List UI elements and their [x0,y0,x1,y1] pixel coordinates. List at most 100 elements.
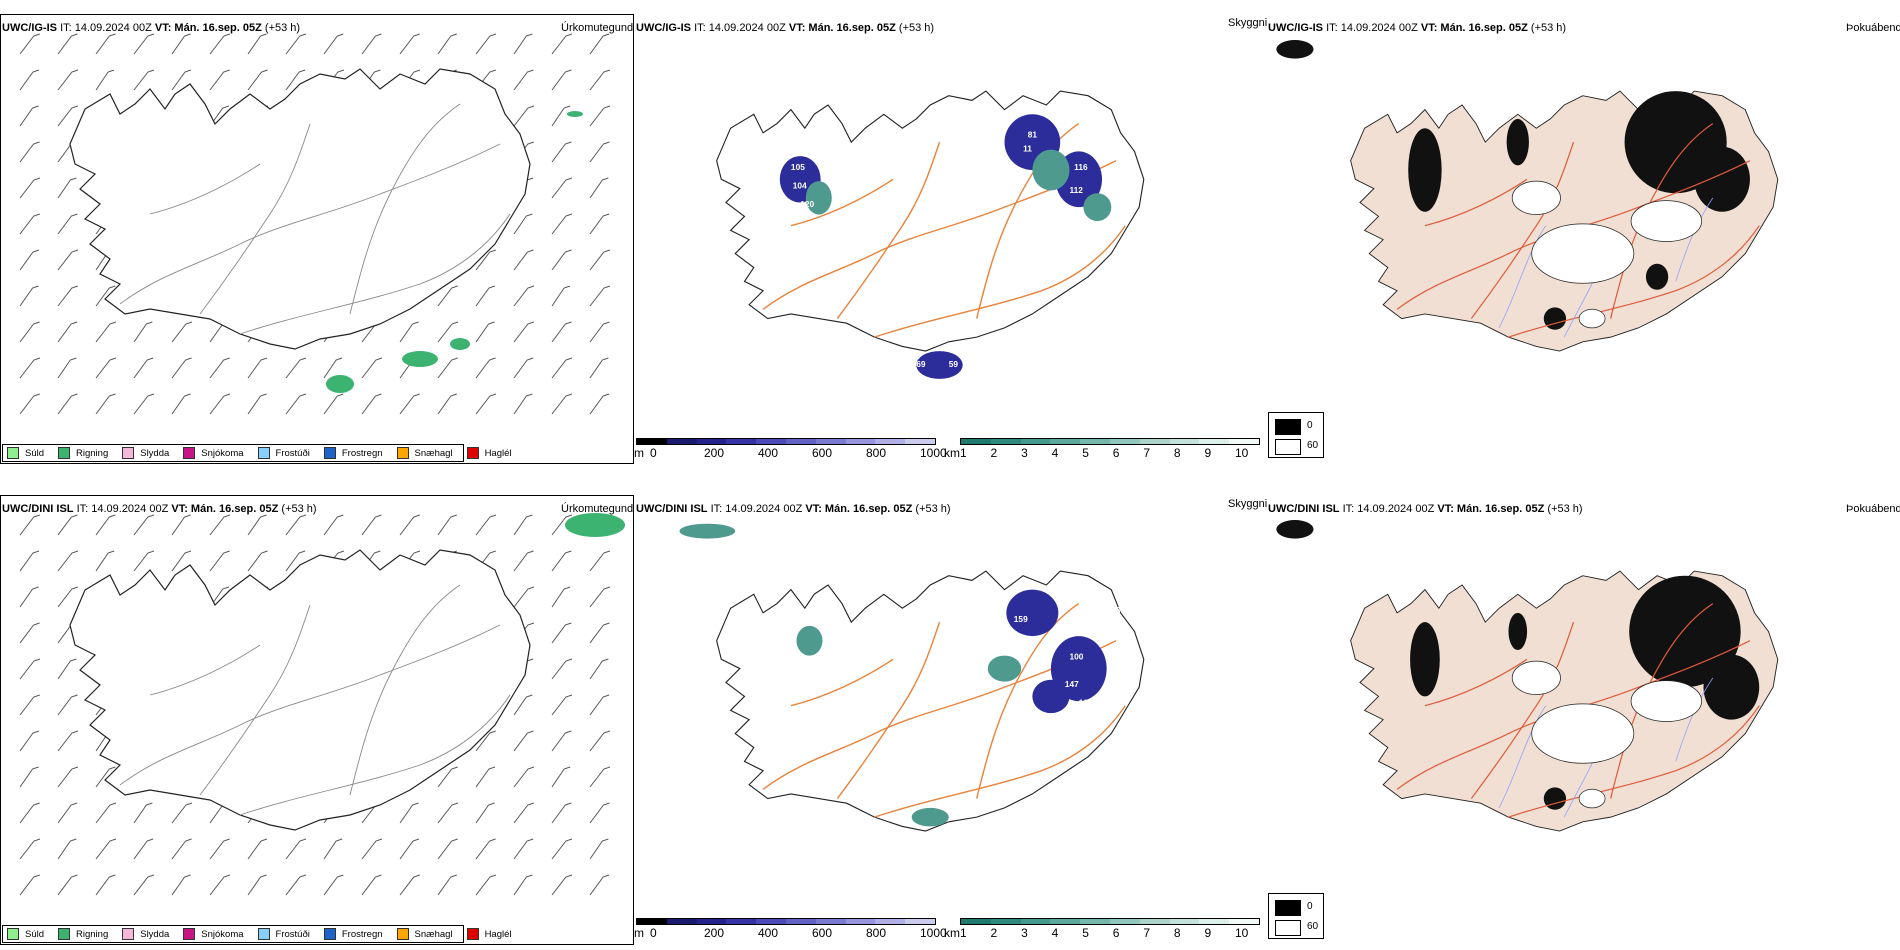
legend-swatch [257,928,270,940]
wind-barb [57,393,78,415]
glacier [1511,660,1561,695]
wind-barb [209,393,231,415]
wind-barb [209,586,229,608]
wind-barb [57,213,78,235]
wind-barb [475,33,497,55]
precip-legend-item: Rigning [58,928,108,940]
scale-unit: m [634,926,644,940]
wind-barb [209,357,230,379]
wind-barb [589,321,610,343]
wind-barb [551,730,572,752]
visibility-scale-bar-row1 [960,438,1260,445]
wind-barb [171,33,191,55]
fog-legend-swatch [1275,920,1301,936]
wind-barb [589,730,611,752]
scale-swatch [875,919,906,924]
scale-tick-label: 1 [960,446,967,460]
wind-barb [589,105,611,127]
wind-barb [551,393,573,415]
wind-barb [57,766,79,788]
wind-barb [57,874,78,896]
precip-legend-item: Snæhagl [396,928,453,940]
wind-barb [513,249,534,271]
wind-barb [19,766,39,788]
wind-barb [209,838,230,860]
wind-barb [589,177,609,199]
row2-header-panel3: UWC/DINI ISL IT: 14.09.2024 00Z VT: Mán.… [1268,503,1583,515]
wind-barb [589,622,610,644]
legend-swatch [466,447,479,459]
legend-label: Rigning [76,447,109,459]
wind-barb [247,838,268,860]
map-shade [402,351,438,367]
map-shade [1694,146,1750,212]
scale-swatch [815,439,846,444]
legend-swatch [122,928,135,940]
legend-swatch [183,928,196,940]
precip-legend-row1: Súld Rigning Slydda Snjókoma Frostúði Frostre… [2,444,512,462]
wind-barb [133,69,155,91]
scale-swatch [1080,919,1110,924]
wind-barb [475,838,496,860]
scale-swatch [1229,919,1259,924]
wind-barb [95,514,116,536]
wind-barb [247,874,267,896]
wind-barb [95,69,115,91]
legend-swatch [58,447,71,459]
wind-barb [19,393,40,415]
elevation-label: 62 [1121,190,1131,200]
wind-barb [133,514,155,536]
wind-barb [437,33,457,55]
legend-swatch [323,447,336,459]
wind-barb [551,622,572,644]
map-shade [1645,263,1669,290]
legend-label: Haglél [484,447,512,459]
scale-tick-label: 800 [866,446,887,460]
wind-barb [589,249,611,271]
precip-legend-item: Frostúði [257,447,310,459]
fog-legend-swatch [1275,900,1301,916]
wind-barb [323,838,343,860]
wind-barb [513,586,535,608]
scale-swatch [1109,919,1140,924]
wind-barb [57,730,79,752]
wind-barb [513,357,534,379]
wind-barb [285,514,307,536]
legend-label: Frostregn [341,447,383,459]
wind-barb [513,393,533,415]
wind-barb [19,838,41,860]
scale-tick-label: 10 [1235,446,1249,460]
scale-tick-label: 0 [650,446,657,460]
scale-swatch [726,439,757,444]
glacier [1578,308,1606,329]
wind-barb [57,69,79,91]
run-time: IT: 14.09.2024 00Z [60,22,152,34]
wind-barb [133,838,154,860]
wind-barb [95,285,116,307]
legend-swatch [396,928,409,940]
wind-barb [589,838,609,860]
wind-barb [513,33,533,55]
scale-swatch [1050,439,1081,444]
wind-barb [19,622,40,644]
wind-barb [513,321,535,343]
wind-barb [437,393,457,415]
wind-barb [513,838,534,860]
scale-tick-label: 200 [704,926,725,940]
wind-barb [551,213,573,235]
elevation-label: 147 [1065,679,1079,689]
wind-barb [437,802,459,824]
wind-barb [437,514,457,536]
precip-legend-item: Slydda [122,928,169,940]
scale-swatch [785,439,816,444]
wind-barb [19,658,41,680]
map-shade [911,807,949,827]
map-shade [1276,40,1314,59]
wind-barb [57,586,79,608]
legend-label: Slydda [140,928,170,940]
wind-barb [589,357,609,379]
wind-barb [133,550,155,572]
scale-unit: km [944,926,960,940]
scale-tick-label: 6 [1112,446,1120,460]
